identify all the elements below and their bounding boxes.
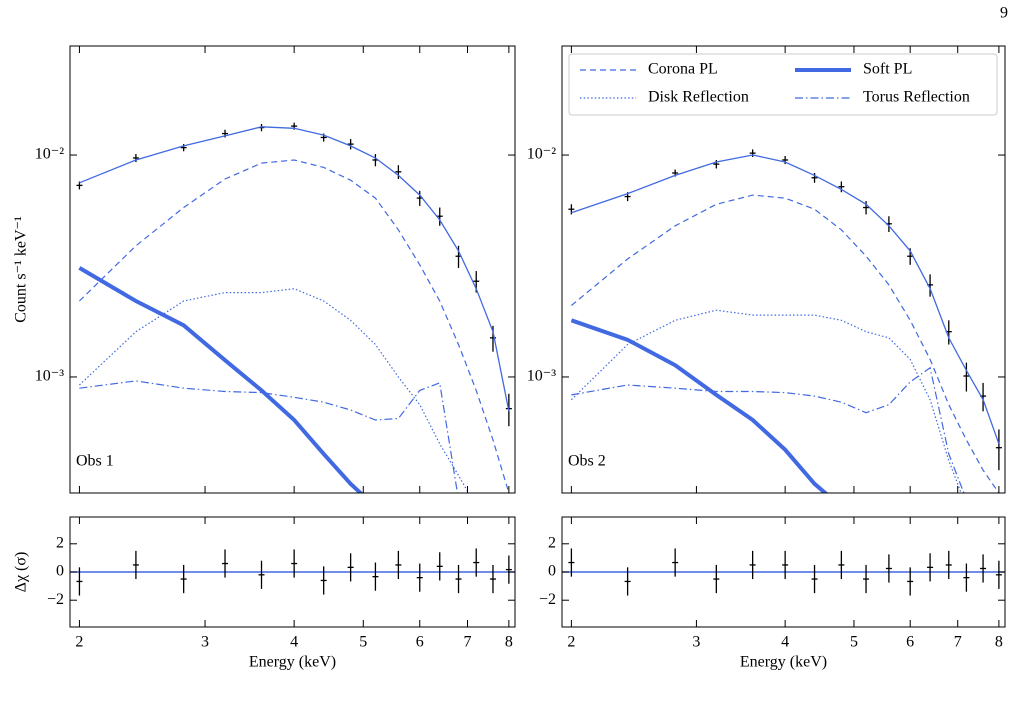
x-tick-label: 8 — [995, 634, 1003, 651]
y-tick-label: 10⁻³ — [35, 368, 64, 385]
axes-frame — [69, 45, 516, 494]
legend-label: Soft PL — [863, 61, 912, 78]
plot-area — [70, 548, 515, 596]
x-tick-label: 7 — [954, 634, 962, 651]
plot-area — [562, 548, 1005, 596]
y-axis-label: Δχ (σ) — [13, 552, 30, 593]
y-tick-label: 2 — [548, 534, 556, 551]
annotation: Obs 1 — [76, 453, 114, 470]
y-tick-label: 0 — [56, 563, 64, 580]
model-line — [78, 288, 470, 493]
plot-area — [568, 149, 1002, 493]
annotation: Obs 2 — [568, 453, 606, 470]
x-tick-label: 3 — [692, 634, 700, 651]
model-line — [79, 126, 510, 412]
y-tick-label: −2 — [47, 591, 64, 608]
axes-frame — [561, 45, 1006, 494]
legend-label: Torus Reflection — [863, 89, 970, 106]
y-tick-label: 2 — [56, 534, 64, 551]
legend-box — [568, 53, 998, 116]
y-axis-label: Count s⁻¹ keV⁻¹ — [13, 216, 30, 323]
page-number: 9 — [1000, 5, 1008, 22]
model-line — [570, 309, 962, 493]
y-tick-label: −2 — [539, 591, 556, 608]
model-line — [78, 159, 510, 493]
x-tick-label: 4 — [781, 634, 789, 651]
x-tick-label: 8 — [505, 634, 513, 651]
axes-frame — [69, 516, 516, 628]
x-tick-label: 7 — [464, 634, 472, 651]
model-line — [571, 366, 965, 493]
model-line — [571, 194, 1000, 493]
x-tick-label: 3 — [201, 634, 209, 651]
y-tick-label: 0 — [548, 563, 556, 580]
x-tick-label: 4 — [290, 634, 298, 651]
plot-area — [76, 122, 512, 493]
model-line — [79, 380, 459, 493]
x-tick-label: 5 — [850, 634, 858, 651]
model-line — [78, 266, 364, 493]
y-tick-label: 10⁻² — [527, 146, 556, 163]
y-tick-label: 10⁻² — [35, 146, 64, 163]
x-axis-label: Energy (keV) — [740, 654, 827, 671]
model-line — [570, 318, 829, 493]
x-tick-label: 2 — [75, 634, 83, 651]
x-tick-label: 2 — [567, 634, 575, 651]
x-tick-label: 6 — [906, 634, 914, 651]
x-axis-label: Energy (keV) — [249, 654, 336, 671]
legend-label: Disk Reflection — [648, 89, 749, 106]
legend-label: Corona PL — [648, 61, 718, 78]
model-line — [571, 154, 1000, 445]
axes-frame — [561, 516, 1006, 628]
x-tick-label: 6 — [416, 634, 424, 651]
x-tick-label: 5 — [359, 634, 367, 651]
y-tick-label: 10⁻³ — [527, 368, 556, 385]
